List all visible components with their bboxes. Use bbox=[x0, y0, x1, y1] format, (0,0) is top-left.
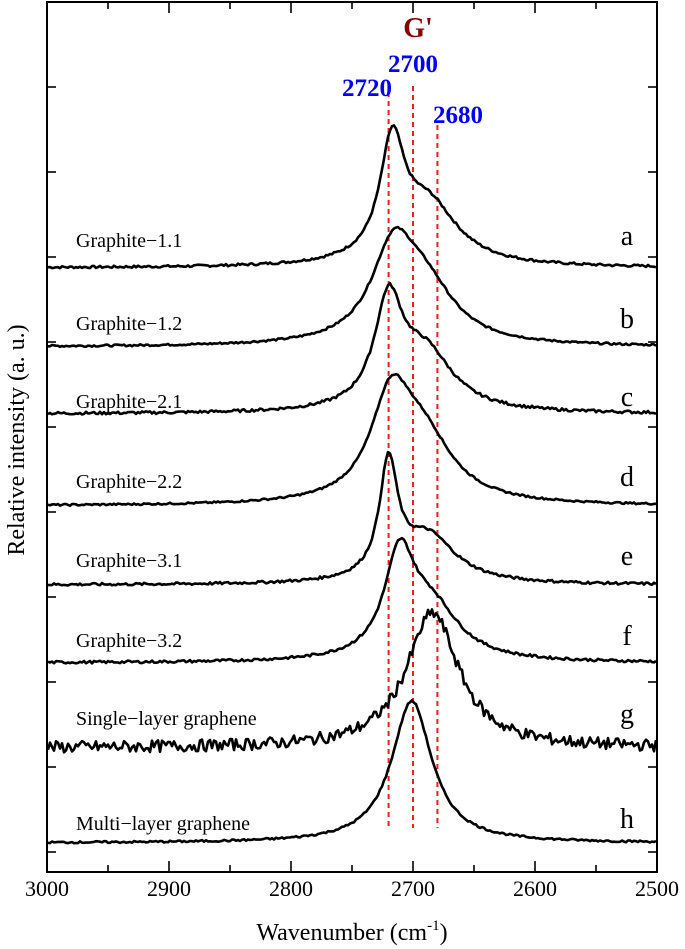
x-tick-label: 2700 bbox=[391, 876, 435, 901]
curve-letter-b: b bbox=[620, 304, 634, 335]
spectrum-curve-c bbox=[47, 282, 657, 416]
spectrum-curve-f bbox=[47, 536, 657, 665]
reference-label-2700: 2700 bbox=[388, 51, 438, 78]
curve-letter-c: c bbox=[621, 382, 633, 413]
spectrum-curve-g bbox=[46, 608, 658, 754]
axis-ticks bbox=[46, 2, 658, 872]
spectrum-curve-a bbox=[47, 124, 657, 270]
x-tick-label: 2500 bbox=[635, 876, 679, 901]
reference-label-2680: 2680 bbox=[433, 102, 483, 129]
sample-label-f: Graphite−3.2 bbox=[76, 630, 182, 652]
x-tick-label: 2600 bbox=[513, 876, 557, 901]
sample-label-d: Graphite−2.2 bbox=[76, 471, 182, 493]
curve-letter-e: e bbox=[621, 541, 633, 572]
y-axis-title: Relative intensity (a. u.) bbox=[4, 324, 30, 555]
curve-letter-a: a bbox=[621, 221, 634, 252]
spectrum-curve-h bbox=[47, 698, 657, 845]
x-tick-label: 2800 bbox=[269, 876, 313, 901]
sample-label-e: Graphite−3.1 bbox=[76, 550, 182, 572]
sample-label-g: Single−layer graphene bbox=[76, 708, 257, 730]
sample-label-c: Graphite−2.1 bbox=[76, 391, 182, 413]
curve-letter-h: h bbox=[620, 804, 634, 835]
x-tick-label: 2900 bbox=[147, 876, 191, 901]
x-tick-labels: 3000 2900 2800 2700 2600 2500 bbox=[25, 876, 679, 901]
spectrum-curve-e bbox=[48, 450, 657, 587]
reference-lines bbox=[387, 86, 439, 828]
reference-label-2720: 2720 bbox=[342, 75, 392, 102]
sample-labels: Graphite−1.1 a Graphite−1.2 b Graphite−2.1 c G… bbox=[76, 221, 634, 835]
spectra-curves bbox=[46, 124, 658, 845]
sample-label-h: Multi−layer graphene bbox=[76, 813, 250, 835]
sample-label-a: Graphite−1.1 bbox=[76, 230, 182, 252]
x-tick-label: 3000 bbox=[25, 876, 69, 901]
curve-letter-d: d bbox=[620, 462, 634, 493]
curve-letter-g: g bbox=[620, 699, 634, 730]
curve-letter-f: f bbox=[622, 621, 632, 652]
spectrum-curve-d bbox=[47, 372, 657, 507]
x-axis-title: Wavenumber (cm-1) bbox=[256, 918, 447, 946]
peak-title-g-prime: G' bbox=[403, 13, 433, 44]
sample-label-b: Graphite−1.2 bbox=[76, 313, 182, 335]
spectrum-curve-b bbox=[48, 225, 657, 349]
